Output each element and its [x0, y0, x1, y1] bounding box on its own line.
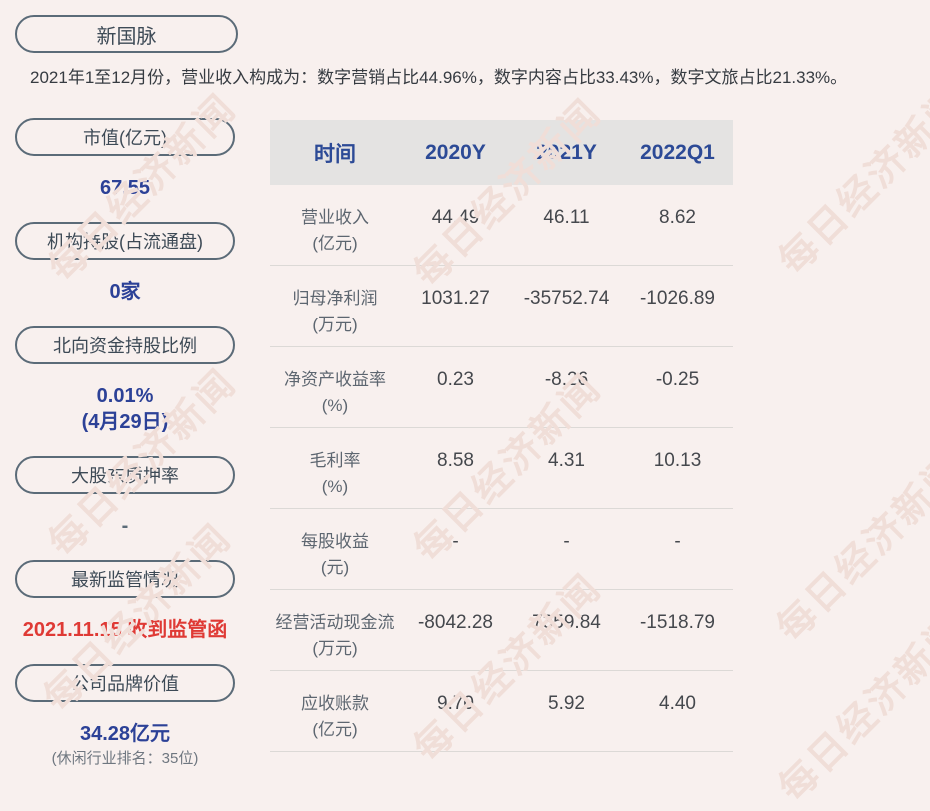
table-row: 归母净利润 (万元) 1031.27 -35752.74 -1026.89 — [270, 266, 733, 347]
metric-name: 应收账款 — [301, 694, 369, 713]
metric-unit: (万元) — [312, 315, 358, 334]
brand-value-amount: 34.28亿元 (休闲行业排名：35位) — [15, 721, 235, 770]
institutional-holding-value: 0家 — [109, 281, 141, 303]
watermark-text: 每日经济新闻 — [771, 606, 930, 811]
cell-2022q1: 10.13 — [653, 450, 702, 471]
northbound-ratio-percent: 0.01% — [96, 385, 154, 407]
financial-table: 时间 2020Y 2021Y 2022Q1 营业收入 (亿元) 44.49 46… — [270, 120, 733, 752]
northbound-ratio-date: (4月29日) — [81, 411, 169, 433]
institutional-holding-pill: 机构持股(占流通盘) — [15, 222, 235, 260]
sidebar-item-institutional-holding: 机构持股(占流通盘) 0家 — [15, 222, 235, 305]
brand-value-rank-note: (休闲行业排名：35位) — [51, 750, 199, 767]
cell-2020y: 0.23 — [437, 369, 474, 390]
row-label: 净资产收益率 (%) — [270, 367, 400, 427]
metric-name: 经营活动现金流 — [275, 613, 395, 632]
row-label: 归母净利润 (万元) — [270, 286, 400, 346]
revenue-composition-text: 2021年1至12月份，营业收入构成为：数字营销占比44.96%，数字内容占比3… — [30, 68, 848, 87]
cell-2022q1: -1026.89 — [639, 288, 715, 309]
cell-2021y: 5.92 — [548, 693, 585, 714]
metric-name: 每股收益 — [301, 532, 369, 551]
market-cap-value: 67.55 — [99, 177, 151, 199]
row-label: 每股收益 (元) — [270, 529, 400, 589]
pledge-ratio-pill: 大股东质押率 — [15, 456, 235, 494]
sidebar-item-brand-value: 公司品牌价值 34.28亿元 (休闲行业排名：35位) — [15, 664, 235, 770]
table-header: 时间 2020Y 2021Y 2022Q1 — [270, 120, 733, 185]
cell-2022q1: 8.62 — [659, 207, 696, 228]
sidebar-item-market-cap: 市值(亿元) 67.55 — [15, 118, 235, 201]
cell-2021y: 7359.84 — [532, 612, 601, 633]
metric-unit: (亿元) — [312, 720, 358, 739]
pill-label: 市值(亿元) — [83, 128, 167, 148]
cell-2021y: - — [563, 531, 570, 552]
row-label: 应收账款 (亿元) — [270, 691, 400, 751]
watermark-text: 每日经济新闻 — [769, 446, 930, 651]
metric-unit: (%) — [321, 396, 349, 415]
table-row: 经营活动现金流 (万元) -8042.28 7359.84 -1518.79 — [270, 590, 733, 671]
metric-name: 归母净利润 — [292, 289, 378, 308]
company-name: 新国脉 — [96, 25, 157, 48]
cell-2022q1: -1518.79 — [639, 612, 715, 633]
cell-2020y: 1031.27 — [421, 288, 490, 309]
cell-2022q1: 4.40 — [659, 693, 696, 714]
metric-name: 营业收入 — [301, 208, 369, 227]
cell-2021y: -8.26 — [544, 369, 589, 390]
cell-2021y: -35752.74 — [523, 288, 610, 309]
metric-unit: (%) — [321, 477, 349, 496]
brand-value-pill: 公司品牌价值 — [15, 664, 235, 702]
pill-label: 机构持股(占流通盘) — [47, 232, 203, 252]
column-header-2020y: 2020Y — [425, 140, 486, 164]
cell-2020y: 44.49 — [431, 207, 480, 228]
pill-label: 北向资金持股比例 — [53, 336, 197, 356]
cell-2020y: 9.70 — [437, 693, 474, 714]
regulation-status-pill: 最新监管情况 — [15, 560, 235, 598]
table-row: 应收账款 (亿元) 9.70 5.92 4.40 — [270, 671, 733, 752]
cell-2020y: 8.58 — [437, 450, 474, 471]
northbound-ratio-pill: 北向资金持股比例 — [15, 326, 235, 364]
column-header-2022q1: 2022Q1 — [640, 140, 715, 164]
metric-unit: (元) — [320, 558, 350, 577]
pill-label: 大股东质押率 — [71, 466, 179, 486]
cell-2022q1: - — [674, 531, 681, 552]
sidebar-item-pledge-ratio: 大股东质押率 - — [15, 456, 235, 539]
market-cap-pill: 市值(亿元) — [15, 118, 235, 156]
pledge-ratio-value: - — [121, 515, 129, 537]
metric-name: 毛利率 — [309, 451, 361, 470]
regulation-status-value: 2021.11.15 收到监管函 — [22, 619, 228, 641]
table-row: 毛利率 (%) 8.58 4.31 10.13 — [270, 428, 733, 509]
cell-2021y: 4.31 — [548, 450, 585, 471]
metric-unit: (亿元) — [312, 234, 358, 253]
company-name-pill: 新国脉 — [15, 15, 238, 53]
column-header-2021y: 2021Y — [536, 140, 597, 164]
row-label: 毛利率 (%) — [270, 448, 400, 508]
pill-label: 最新监管情况 — [71, 570, 179, 590]
northbound-ratio-value: 0.01% (4月29日) — [15, 383, 235, 435]
table-row: 营业收入 (亿元) 44.49 46.11 8.62 — [270, 185, 733, 266]
metric-unit: (万元) — [312, 639, 358, 658]
row-label: 经营活动现金流 (万元) — [270, 610, 400, 670]
cell-2021y: 46.11 — [543, 207, 590, 228]
table-row: 每股收益 (元) - - - — [270, 509, 733, 590]
pill-label: 公司品牌价值 — [71, 674, 179, 694]
row-label: 营业收入 (亿元) — [270, 205, 400, 265]
brand-value-number: 34.28亿元 — [79, 723, 171, 745]
cell-2020y: - — [452, 531, 459, 552]
cell-2020y: -8042.28 — [417, 612, 493, 633]
table-row: 净资产收益率 (%) 0.23 -8.26 -0.25 — [270, 347, 733, 428]
cell-2022q1: -0.25 — [655, 369, 700, 390]
sidebar-item-northbound-ratio: 北向资金持股比例 0.01% (4月29日) — [15, 326, 235, 435]
sidebar-item-regulation-status: 最新监管情况 2021.11.15 收到监管函 — [15, 560, 235, 643]
metric-name: 净资产收益率 — [284, 370, 386, 389]
watermark-text: 每日经济新闻 — [771, 79, 930, 284]
column-header-time: 时间 — [314, 142, 356, 166]
